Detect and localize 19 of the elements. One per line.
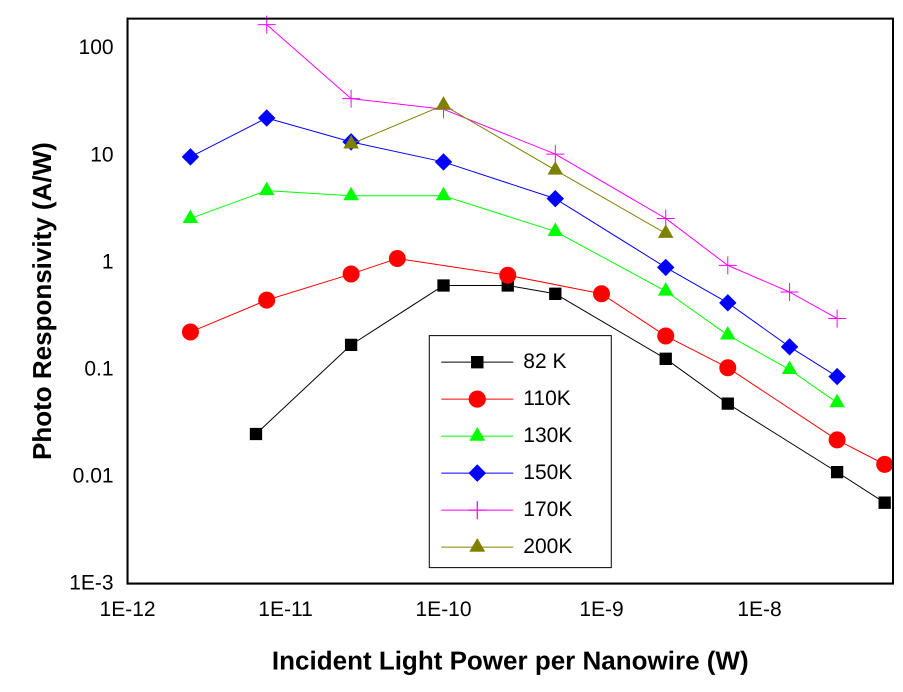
y-tick-label: 0.1 <box>84 357 114 380</box>
x-tick-label: 1E-9 <box>579 598 624 621</box>
y-axis-title: Photo Responsivity (A/W) <box>26 142 57 460</box>
y-tick-label: 1 <box>102 250 114 274</box>
y-tick-label: 1E-3 <box>69 571 114 594</box>
x-axis-title: Incident Light Power per Nanowire (W) <box>272 646 749 676</box>
legend-label: 170K <box>523 498 572 521</box>
legend-label: 110K <box>523 386 571 410</box>
y-tick-label: 10 <box>90 143 114 166</box>
x-tick-label: 1E-10 <box>416 598 472 621</box>
x-tick-label: 1E-8 <box>737 598 782 621</box>
y-tick-label: 0.01 <box>72 464 114 488</box>
legend-label: 130K <box>523 424 572 447</box>
legend-label: 150K <box>523 460 572 484</box>
y-tick-label: 100 <box>78 36 114 60</box>
x-tick-label: 1E-11 <box>258 598 313 621</box>
x-tick-label: 1E-12 <box>100 598 156 621</box>
legend-label: 82 K <box>523 350 566 373</box>
legend-label: 200K <box>523 534 572 558</box>
